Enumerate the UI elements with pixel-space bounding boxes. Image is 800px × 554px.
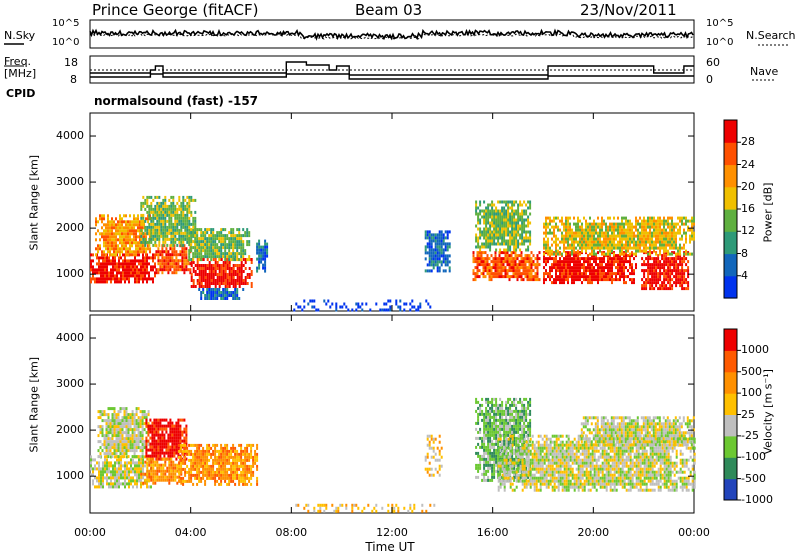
station-title: Prince George (fitACF) — [92, 1, 259, 19]
colorbar-swatch — [724, 329, 737, 351]
power-region-2 — [155, 244, 192, 275]
time-xlabel: Time UT — [365, 540, 415, 554]
colorbar-swatch — [724, 275, 737, 299]
velocity-region-3 — [140, 457, 183, 485]
velocity-region-8 — [580, 416, 695, 447]
power-region-8 — [424, 230, 451, 273]
colorbar-swatch — [724, 209, 737, 232]
nave-tick-bottom: 0 — [706, 73, 713, 86]
colorbar-swatch — [724, 457, 737, 480]
nsky-label: N.Sky — [4, 29, 36, 42]
nsky-trace — [89, 28, 694, 41]
colorbar-tick-label: -25 — [741, 428, 759, 442]
nave-label: Nave — [750, 65, 779, 78]
colorbar-swatch — [724, 371, 737, 394]
velocity-heatmap — [90, 397, 696, 513]
freq-tick-bottom: 8 — [70, 73, 77, 86]
colorbar-tick-label: -1000 — [741, 493, 773, 506]
xtick-label: 00:00 — [74, 526, 106, 539]
nsky-tick-top: 10^5 — [52, 18, 80, 29]
nave-tick-top: 60 — [706, 56, 720, 69]
colorbar-tick-label: -500 — [741, 471, 766, 485]
nave-trace — [90, 73, 694, 80]
colorbar-swatch — [724, 231, 737, 255]
velocity-region-9 — [295, 503, 436, 513]
colorbar-tick-label: 25 — [741, 407, 755, 421]
ytick-label: 1000 — [56, 267, 84, 281]
power-region-10 — [475, 200, 532, 252]
ytick-label: 2000 — [56, 221, 84, 235]
date-title: 23/Nov/2011 — [580, 1, 677, 19]
xtick-label: 04:00 — [174, 526, 207, 539]
colorbar-swatch — [724, 393, 737, 415]
xtick-label: 00:00 — [678, 526, 710, 539]
colorbar-swatch — [724, 350, 737, 373]
power-region-14 — [293, 299, 432, 312]
cpid-text: normalsound (fast) -157 — [94, 94, 259, 108]
velocity-region-2 — [145, 418, 188, 461]
colorbar-tick-label: 20 — [741, 179, 755, 193]
power-colorbar — [723, 119, 741, 299]
colorbar-swatch — [724, 120, 737, 143]
power-heatmap — [90, 195, 695, 312]
xtick-label: 12:00 — [376, 526, 408, 539]
power-region-9 — [472, 251, 541, 282]
nsearch-tick-top: 10^5 — [706, 18, 734, 29]
cpid-label: CPID — [6, 87, 36, 100]
freq-unit-label: [MHz] — [4, 67, 37, 80]
power-region-0 — [90, 253, 156, 284]
velocity-region-4 — [178, 443, 259, 486]
colorbar-tick-label: 12 — [741, 224, 755, 238]
colorbar-tick-label: 4 — [741, 268, 748, 282]
colorbar-swatch — [724, 186, 737, 210]
freq-label: Freq. — [4, 55, 32, 68]
power-region-5 — [188, 228, 251, 262]
axis-ticks — [89, 113, 695, 513]
freq-trace — [90, 61, 694, 76]
colorbar-tick-label: 500 — [741, 364, 762, 378]
power-region-6 — [198, 288, 245, 300]
velocity-region-5 — [424, 434, 443, 477]
colorbar-tick-label: 1000 — [741, 343, 769, 357]
ytick-label: 3000 — [56, 175, 84, 189]
colorbar-tick-label: 100 — [741, 386, 762, 400]
colorbar-swatch — [724, 142, 737, 166]
colorbar-swatch — [724, 478, 737, 501]
power-region-3 — [140, 195, 197, 247]
ytick-label: 4000 — [56, 129, 84, 143]
nsky-tick-bottom: 10^0 — [52, 37, 80, 48]
power-region-7 — [256, 239, 269, 273]
power-region-12 — [641, 251, 690, 291]
nsearch-label: N.Search — [746, 29, 796, 42]
nsky-panel-frame — [89, 19, 695, 49]
velocity-region-1 — [97, 407, 150, 459]
colorbar-swatch — [724, 435, 737, 458]
power-region-11 — [543, 251, 637, 285]
xtick-label: 16:00 — [476, 526, 509, 539]
nsearch-tick-bottom: 10^0 — [706, 37, 734, 48]
colorbar-tick-label: 16 — [741, 202, 755, 215]
ytick-label: 1000 — [56, 469, 84, 483]
ytick-label: 4000 — [56, 331, 84, 345]
colorbar-tick-label: 24 — [741, 157, 755, 171]
velocity-colorbar — [723, 328, 741, 501]
colorbar-swatch — [724, 414, 737, 437]
ytick-label: 3000 — [56, 377, 84, 391]
xtick-label: 08:00 — [275, 526, 308, 539]
colorbar-tick-label: 28 — [741, 135, 755, 149]
beam-title: Beam 03 — [355, 1, 423, 19]
nsearch-trace — [89, 33, 694, 40]
colorbar-swatch — [724, 164, 737, 188]
freq-tick-top: 18 — [64, 56, 78, 69]
colorbar-tick-label: -100 — [741, 450, 766, 464]
xtick-label: 20:00 — [577, 526, 610, 539]
colorbar-swatch — [724, 253, 737, 277]
ytick-label: 2000 — [56, 423, 84, 437]
power-region-4 — [190, 258, 253, 288]
colorbar-tick-label: 8 — [741, 246, 748, 260]
power-region-13 — [543, 216, 695, 256]
